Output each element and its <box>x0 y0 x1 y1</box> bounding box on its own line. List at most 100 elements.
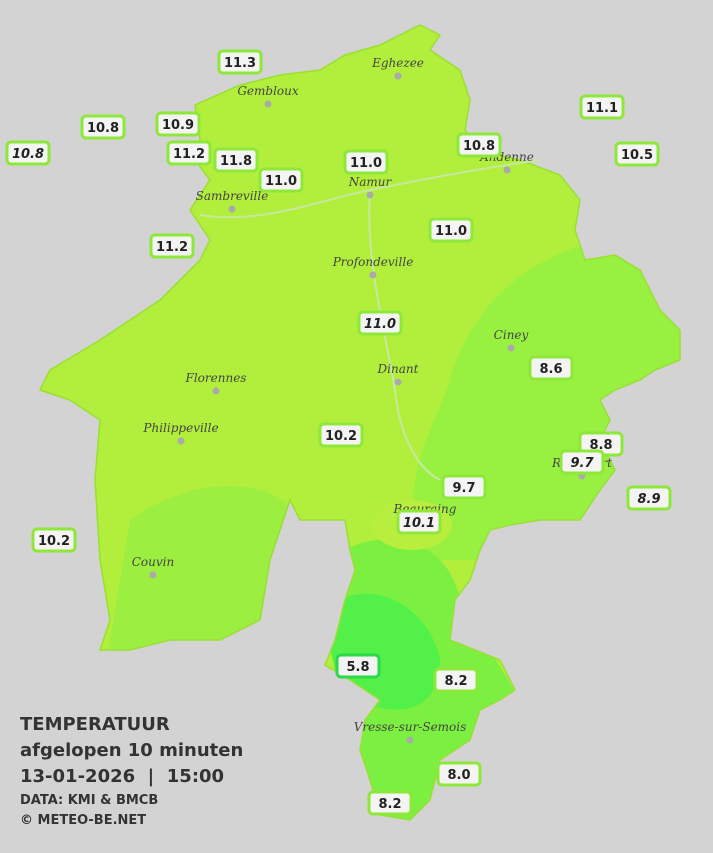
station-box <box>626 485 672 511</box>
city-dot <box>394 72 402 80</box>
station-box <box>528 355 574 381</box>
station-value: 10.8 <box>463 139 495 154</box>
station-box <box>335 653 381 679</box>
city-dot <box>503 166 511 174</box>
station-value: 10.2 <box>38 534 70 549</box>
city-dot <box>149 571 157 579</box>
city-dot <box>366 191 374 199</box>
station: 9.7 <box>441 474 487 500</box>
station: 8.2 <box>367 790 413 816</box>
city-dot <box>264 100 272 108</box>
station: 11.0 <box>428 217 474 243</box>
station-value: 10.2 <box>325 429 357 444</box>
station-box <box>357 310 403 336</box>
river <box>368 189 441 481</box>
station: 10.2 <box>31 527 77 553</box>
station-value: 8.2 <box>444 674 467 689</box>
station-box <box>579 94 625 120</box>
city-label: Sambreville <box>196 189 269 203</box>
station: 11.0 <box>343 149 389 175</box>
station-box <box>614 141 660 167</box>
station-box <box>258 167 304 193</box>
city-label: Namur <box>348 175 393 189</box>
city-label: Vresse-sur-Semois <box>354 720 467 734</box>
station-value: 10.8 <box>12 147 44 162</box>
station: 11.2 <box>149 233 195 259</box>
station-value: 9.7 <box>452 481 475 496</box>
station-value: 8.9 <box>637 492 660 507</box>
station-value: 11.0 <box>435 224 467 239</box>
station: 10.1 <box>396 509 442 535</box>
station-box <box>456 132 502 158</box>
station-value: 11.2 <box>173 147 205 162</box>
title-line: afgelopen 10 minuten <box>20 740 243 761</box>
station: 11.3 <box>217 49 263 75</box>
station-value: 10.5 <box>621 148 653 163</box>
station-box <box>343 149 389 175</box>
station-value: 11.8 <box>220 154 252 169</box>
station-value: 8.6 <box>539 362 562 377</box>
station-value: 8.2 <box>378 797 401 812</box>
city-label: Dinant <box>377 362 419 376</box>
station-box <box>318 422 364 448</box>
station-box <box>149 233 195 259</box>
station: 10.8 <box>5 140 51 166</box>
station-box <box>367 790 413 816</box>
credit-line: © METEO-BE.NET <box>20 813 146 828</box>
station-box <box>5 140 51 166</box>
city-label: Ciney <box>494 328 529 342</box>
station-value: 11.3 <box>224 56 256 71</box>
city-label: Couvin <box>132 555 174 569</box>
city-dot <box>394 378 402 386</box>
station: 8.0 <box>436 761 482 787</box>
station-box <box>436 761 482 787</box>
station-value: 11.0 <box>364 317 396 332</box>
station: 10.2 <box>318 422 364 448</box>
station-value: 11.0 <box>350 156 382 171</box>
station-value: 5.8 <box>346 660 369 675</box>
station-box <box>217 49 263 75</box>
station: 8.9 <box>626 485 672 511</box>
station-box <box>396 509 442 535</box>
station-box <box>80 114 126 140</box>
station-box <box>213 147 259 173</box>
station: 10.5 <box>614 141 660 167</box>
station: 10.9 <box>155 111 201 137</box>
title-line: TEMPERATUUR <box>20 714 170 735</box>
station: 11.1 <box>579 94 625 120</box>
city-dot <box>369 271 377 279</box>
city-dot <box>177 437 185 445</box>
station-value: 8.8 <box>589 438 612 453</box>
station: 8.2 <box>433 667 479 693</box>
city-dot <box>212 387 220 395</box>
station: 9.7 <box>559 449 605 475</box>
station: 11.0 <box>258 167 304 193</box>
city-dot <box>228 205 236 213</box>
station: 11.8 <box>213 147 259 173</box>
station-box <box>428 217 474 243</box>
station-value: 10.1 <box>403 516 435 531</box>
station-box <box>441 474 487 500</box>
city-label: Profondeville <box>332 255 414 269</box>
station-box <box>31 527 77 553</box>
station-box <box>559 449 605 475</box>
station-value: 9.7 <box>570 456 594 471</box>
station-value: 10.9 <box>162 118 194 133</box>
city-label: Eghezee <box>371 56 424 70</box>
city-dot <box>507 344 515 352</box>
station-box <box>433 667 479 693</box>
title-line: 13-01-2026 | 15:00 <box>20 766 224 787</box>
station: 11.0 <box>357 310 403 336</box>
station-value: 11.2 <box>156 240 188 255</box>
station: 10.8 <box>80 114 126 140</box>
station-value: 11.1 <box>586 101 618 116</box>
station-box <box>155 111 201 137</box>
station: 5.8 <box>335 653 381 679</box>
city-label: Gembloux <box>237 84 299 98</box>
city-dot <box>406 736 414 744</box>
credit-line: DATA: KMI & BMCB <box>20 793 158 808</box>
station: 8.6 <box>528 355 574 381</box>
station-box <box>166 140 212 166</box>
station-value: 8.0 <box>447 768 470 783</box>
